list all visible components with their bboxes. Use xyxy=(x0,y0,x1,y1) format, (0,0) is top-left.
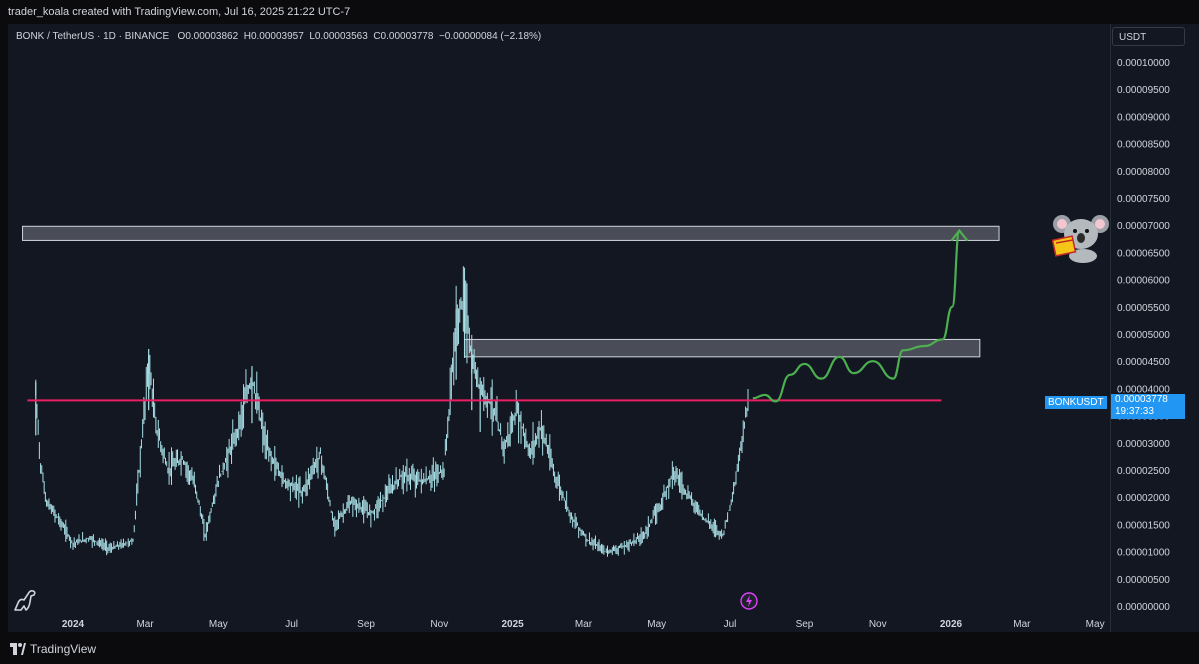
price-tag-symbol: BONKUSDT xyxy=(1045,396,1107,409)
currency-unit-button[interactable]: USDT xyxy=(1112,27,1185,46)
dinosaur-logo-icon xyxy=(14,590,36,611)
legend-open: O0.00003862 xyxy=(177,31,239,42)
legend-high: H0.00003957 xyxy=(243,31,304,42)
legend-close: C0.00003778 xyxy=(373,31,434,42)
attribution-text: trader_koala created with TradingView.co… xyxy=(8,6,351,18)
tradingview-brand[interactable]: TradingView xyxy=(10,642,96,656)
tradingview-logo-icon xyxy=(10,643,26,655)
price-tag-price: 0.00003778 xyxy=(1115,394,1168,405)
koala-mascot-icon xyxy=(1052,215,1109,263)
price-axis[interactable] xyxy=(1110,24,1199,632)
symbol-legend: BONK / TetherUS · 1D · BINANCE O0.000038… xyxy=(16,31,541,42)
legend-low: L0.00003563 xyxy=(309,31,368,42)
chart-pane[interactable] xyxy=(8,24,1110,632)
legend-change: −0.00000084 (−2.18%) xyxy=(438,31,542,42)
attribution-bar: trader_koala created with TradingView.co… xyxy=(0,0,1199,24)
brand-name: TradingView xyxy=(30,642,97,656)
price-tag-value: 0.00003778 19:37:33 xyxy=(1111,394,1185,419)
branding-bar xyxy=(0,632,1199,664)
price-tag-countdown: 19:37:33 xyxy=(1115,406,1154,417)
legend-symbol: BONK / TetherUS · 1D · BINANCE xyxy=(16,31,170,42)
lightning-event-icon[interactable] xyxy=(739,591,759,611)
